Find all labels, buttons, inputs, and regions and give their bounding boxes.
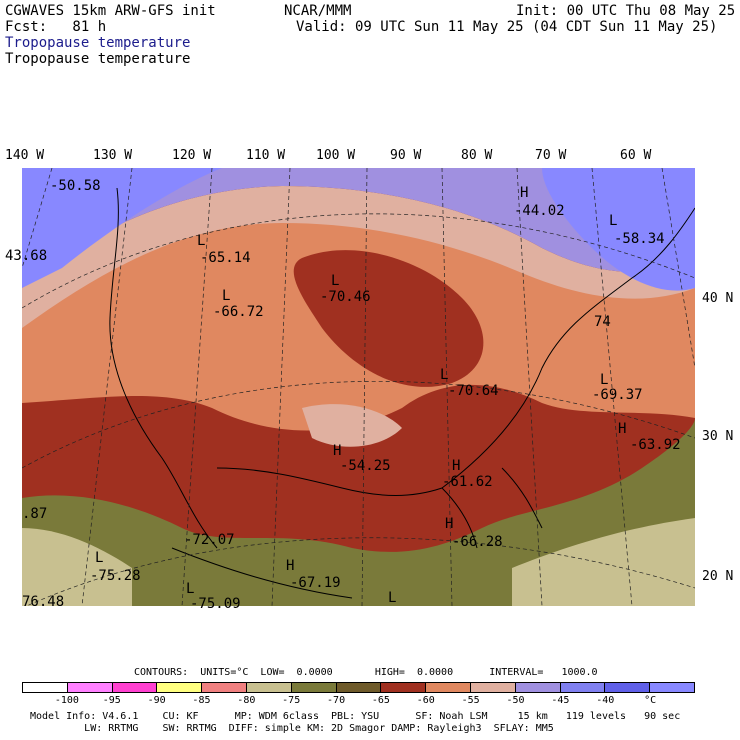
map-extremum-label: H [445,516,454,532]
map-extremum-label: -67.19 [290,575,341,591]
latitude-label: 30 N [702,429,734,444]
longitude-label: 100 W [316,148,356,163]
map-extremum-label: -69.37 [592,387,643,403]
model-info-line2: LW: RRTMG SW: RRTMG DIFF: simple KM: 2D … [30,723,554,734]
longitude-label: 110 W [246,148,286,163]
colorbar-swatch [426,683,471,692]
map-extremum-label: -70.46 [320,289,371,305]
longitude-label: 130 W [93,148,133,163]
forecast-hour: Fcst: 81 h [5,19,107,35]
colorbar-swatch [515,683,561,692]
map-extremum-label: L [609,213,618,229]
colorbar-tick-label: -45 [551,695,570,706]
longitude-label: 140 W [5,148,45,163]
latitude-label: 40 N [702,291,734,306]
colorbar-swatch [246,683,292,692]
longitude-label: 70 W [535,148,567,163]
model-title: CGWAVES 15km ARW-GFS init [5,3,216,19]
colorbar-swatch [650,683,694,692]
latitude-label: 20 N [702,569,734,584]
colorbar [22,682,695,693]
colorbar-swatch [560,683,606,692]
map-extremum-label: -63.92 [630,437,681,453]
map-extremum-label: 76.48 [22,594,65,610]
map-extremum-label: H [452,458,461,474]
map-extremum-label: H [618,421,627,437]
longitude-label: 120 W [172,148,212,163]
map-extremum-label: -75.09 [190,596,241,612]
map-extremum-label: -72.07 [184,532,235,548]
map-extremum-label: 43.68 [5,248,48,264]
colorbar-swatch [23,683,68,692]
map-extremum-label: -58.34 [614,231,665,247]
map-extremum-label: -61.62 [442,474,493,490]
colorbar-swatch [202,683,247,692]
colorbar-tick-label: -55 [461,695,480,706]
map-extremum-label: H [520,185,529,201]
colorbar-tick-label: -50 [506,695,525,706]
colorbar-tick-label: -75 [282,695,301,706]
colorbar-swatch [470,683,516,692]
colorbar-tick-label: -85 [192,695,211,706]
map-extremum-label: H [333,443,342,459]
tropopause-temperature-map [22,168,695,606]
map-extremum-label: 74 [594,314,611,330]
contours-info: CONTOURS: UNITS=°C LOW= 0.0000 HIGH= 0.0… [134,667,598,678]
map-extremum-label: L [95,550,104,566]
colorbar-tick-label: -40 [596,695,615,706]
colorbar-tick-label: -65 [371,695,390,706]
map-extremum-label: -66.72 [213,304,264,320]
colorbar-swatch [157,683,203,692]
colorbar-swatch [381,683,427,692]
map-extremum-label: -65.14 [200,250,251,266]
map-extremum-label: -66.28 [452,534,503,550]
longitude-label: 80 W [461,148,493,163]
map-extremum-label: -70.64 [448,383,499,399]
colorbar-tick-label: -70 [327,695,346,706]
colorbar-swatch [605,683,651,692]
longitude-label: 90 W [390,148,422,163]
map-extremum-label: L [331,273,340,289]
colorbar-tick-label: -95 [102,695,121,706]
field-title-1: Tropopause temperature [5,35,191,51]
colorbar-tick-label: -60 [416,695,435,706]
map-extremum-label: L [388,590,397,606]
map-extremum-label: -50.58 [50,178,101,194]
colorbar-swatch [112,683,158,692]
colorbar-tick-label: -90 [147,695,166,706]
colorbar-swatch [336,683,382,692]
valid-time: Valid: 09 UTC Sun 11 May 25 (04 CDT Sun … [296,19,718,35]
map-extremum-label: L [600,372,609,388]
map-extremum-label: L [222,288,231,304]
field-title-2: Tropopause temperature [5,51,191,67]
map-extremum-label: L [440,367,449,383]
colorbar-tick-label: -100 [54,695,79,706]
map-extremum-label: L [186,581,195,597]
org-label: NCAR/MMM [284,3,352,19]
colorbar-tick-label: -80 [237,695,256,706]
map-extremum-label: .87 [22,506,48,522]
map-extremum-label: -44.02 [514,203,565,219]
map-extremum-label: -54.25 [340,458,391,474]
map-extremum-label: H [286,558,295,574]
map-extremum-label: -75.28 [90,568,141,584]
longitude-label: 60 W [620,148,652,163]
colorbar-swatch [67,683,113,692]
colorbar-swatch [291,683,337,692]
model-info-line1: Model Info: V4.6.1 CU: KF MP: WDM 6class… [30,711,681,722]
init-time: Init: 00 UTC Thu 08 May 25 [516,3,736,19]
colorbar-tick-label: °C [644,695,657,706]
map-extremum-label: L [197,233,206,249]
